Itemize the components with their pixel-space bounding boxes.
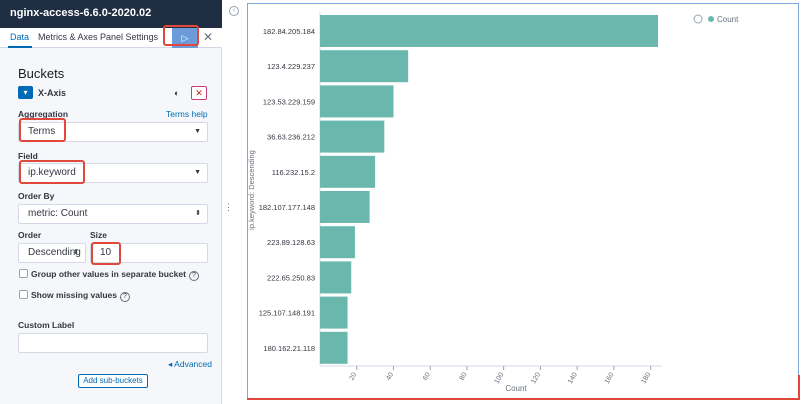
bar — [320, 226, 355, 259]
show-missing-checkbox[interactable] — [19, 290, 28, 299]
legend-label: Count — [717, 15, 739, 24]
editor-sidebar: nginx-access-6.6.0-2020.02 Data Metrics … — [0, 0, 222, 404]
aggregation-value: Terms — [28, 126, 56, 137]
highlight-field — [19, 160, 85, 184]
aggregation-label: Aggregation — [18, 109, 69, 119]
y-tick-label: 223.89.128.63 — [267, 238, 315, 247]
x-tick-label: 60 — [422, 371, 432, 381]
y-tick-label: 116.232.15.2 — [272, 168, 315, 177]
bar — [320, 155, 376, 188]
order-label: Order — [18, 230, 42, 240]
order-value: Descending — [28, 247, 81, 258]
y-tick-label: 182.107.177.148 — [259, 203, 315, 212]
y-tick-label: 36.63.236.212 — [267, 133, 315, 142]
close-icon: ✕ — [195, 88, 203, 98]
sort-icon: ⬍ — [73, 249, 79, 256]
bar — [320, 85, 394, 118]
help-icon[interactable]: ? — [188, 271, 199, 281]
order-by-value: metric: Count — [28, 208, 88, 219]
group-other-checkbox[interactable] — [19, 269, 28, 278]
sort-icon: ⬍ — [195, 210, 201, 217]
order-by-select[interactable]: metric: Count ⬍ — [18, 204, 208, 224]
terms-help-link[interactable]: Terms help — [166, 109, 208, 119]
bar — [320, 261, 352, 294]
remove-bucket-button[interactable]: ✕ — [191, 86, 207, 100]
close-icon[interactable]: ✕ — [203, 30, 214, 44]
y-axis-title: ip.keyword: Descending — [247, 150, 256, 230]
order-by-label: Order By — [18, 191, 55, 201]
y-tick-label: 222.65.250.83 — [267, 273, 315, 282]
tab-metrics-axes[interactable]: Metrics & Axes — [38, 32, 98, 42]
custom-label-title: Custom Label — [18, 320, 75, 330]
highlight-chart-bottom — [247, 398, 800, 400]
bar — [320, 296, 348, 329]
order-select[interactable]: Descending ⬍ — [18, 243, 86, 263]
advanced-link[interactable]: ◂ Advanced — [168, 359, 212, 369]
field-value: ip.keyword — [28, 167, 76, 178]
caret-left-icon: ◂ — [168, 359, 175, 369]
chevron-down-icon: ▾ — [23, 88, 28, 97]
y-tick-label: 123.4.229.237 — [267, 62, 315, 71]
field-select[interactable]: ip.keyword ▼ — [18, 163, 208, 183]
apply-changes-button[interactable]: ▷ — [172, 28, 198, 48]
legend-swatch — [708, 16, 714, 22]
bar — [320, 15, 658, 47]
group-other-label: Group other values in separate bucket? — [31, 269, 199, 281]
y-tick-label: 123.53.229.159 — [263, 97, 315, 106]
bar — [320, 331, 348, 364]
play-icon: ▷ — [181, 33, 189, 43]
caret-down-icon: ▼ — [194, 169, 201, 176]
highlight-size — [91, 242, 121, 265]
caret-down-icon: ▼ — [194, 128, 201, 135]
tab-data[interactable]: Data — [10, 32, 30, 42]
collapse-toggle-button[interactable]: ▾ — [18, 86, 33, 99]
y-tick-label: 125.107.148.191 — [259, 309, 315, 318]
legend-toggle-icon — [693, 14, 703, 24]
x-tick-label: 20 — [349, 371, 359, 381]
x-tick-label: 40 — [385, 371, 395, 381]
sidebar-header: nginx-access-6.6.0-2020.02 — [0, 0, 222, 28]
x-axis-title: Count — [505, 384, 527, 393]
x-axis-label: X-Axis — [38, 88, 67, 98]
resize-handle-icon[interactable]: ⋮ — [224, 202, 233, 212]
bar — [320, 120, 385, 153]
size-value: 10 — [100, 247, 112, 258]
y-tick-label: 180.162.21.118 — [263, 344, 315, 353]
highlight-aggregation — [19, 118, 66, 142]
size-label: Size — [90, 230, 108, 240]
editor-tabs: Data Metrics & Axes Panel Settings — [0, 28, 222, 48]
add-sub-buckets-button[interactable]: Add sub-buckets — [78, 374, 148, 388]
bar — [320, 191, 370, 223]
toggle-icon[interactable]: ◐ — [174, 88, 180, 98]
show-missing-label: Show missing values? — [31, 290, 130, 302]
x-tick-label: 140 — [567, 371, 579, 385]
y-tick-label: 182.84.205.184 — [263, 27, 315, 36]
custom-label-input[interactable] — [18, 333, 208, 353]
x-tick-label: 100 — [494, 371, 506, 385]
x-tick-label: 120 — [530, 371, 542, 385]
bar — [320, 50, 409, 83]
tab-panel-settings[interactable]: Panel Settings — [100, 32, 159, 42]
x-tick-label: 160 — [604, 371, 616, 385]
highlight-chart-right — [798, 375, 800, 400]
index-pattern-title: nginx-access-6.6.0-2020.02 — [10, 7, 152, 19]
collapse-sidebar-icon[interactable]: ‹ — [229, 6, 239, 16]
x-tick-label: 80 — [459, 371, 469, 381]
help-icon[interactable]: ? — [119, 292, 130, 302]
buckets-heading: Buckets — [18, 66, 65, 81]
field-label: Field — [18, 151, 38, 161]
tab-data-underline — [8, 46, 32, 48]
x-tick-label: 180 — [640, 371, 652, 385]
highlight-apply — [163, 25, 199, 46]
